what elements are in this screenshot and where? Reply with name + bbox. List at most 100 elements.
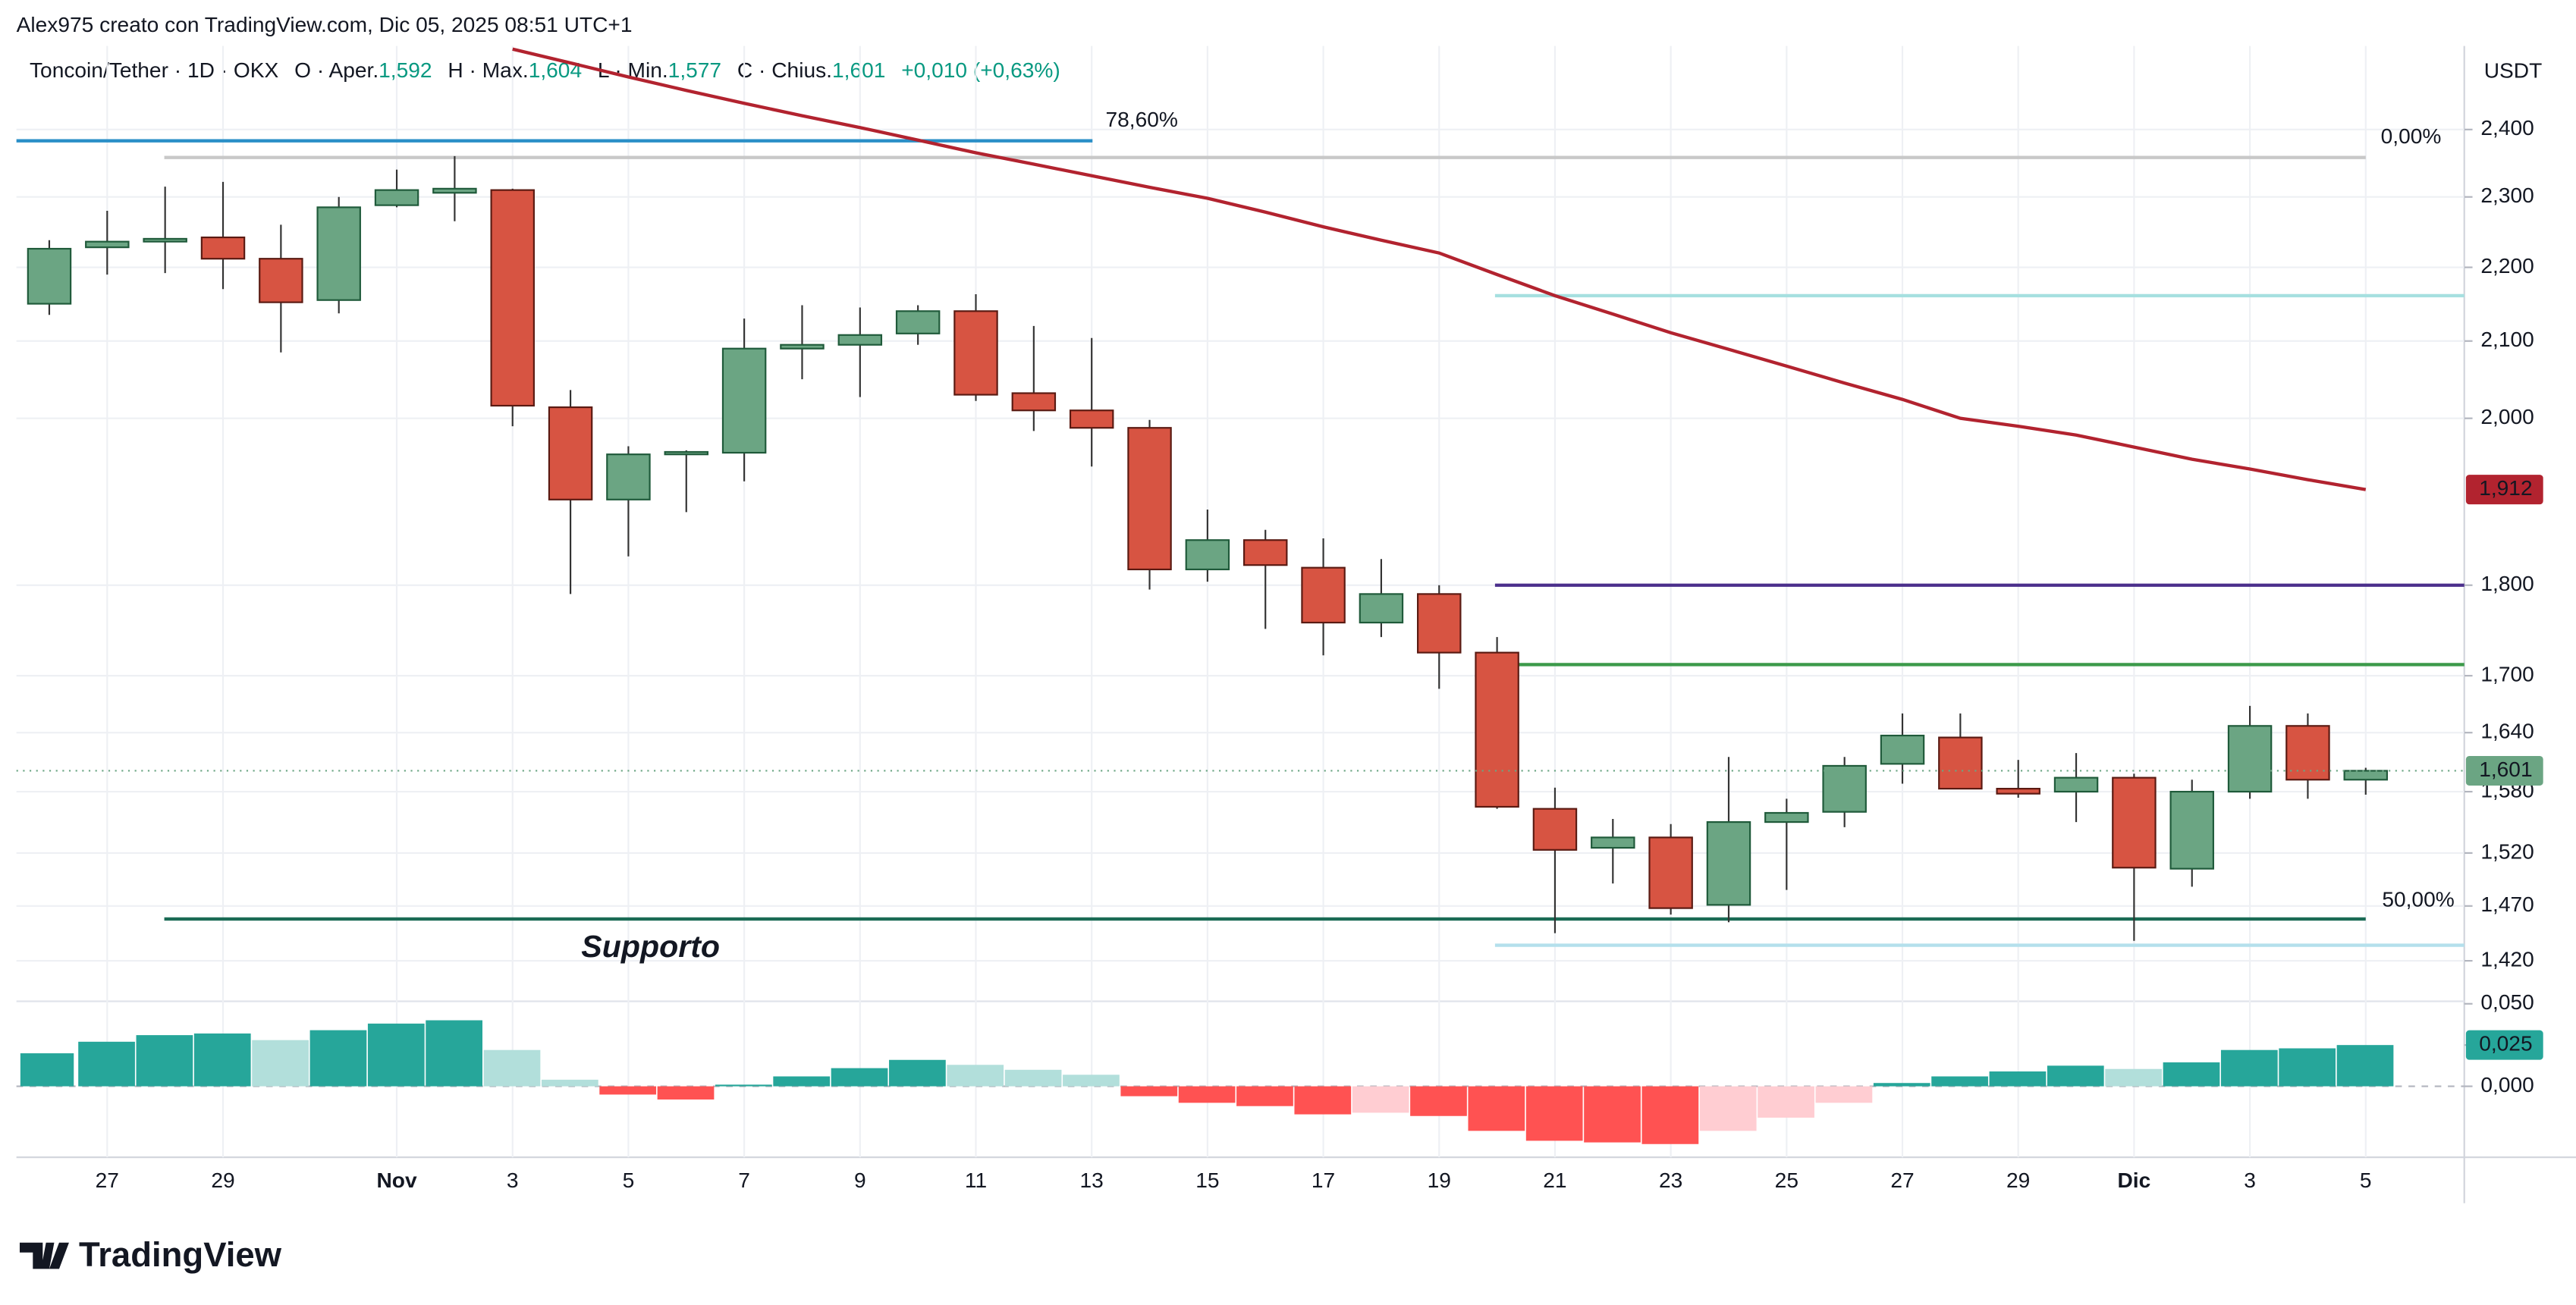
candle-body xyxy=(490,189,535,407)
close-value: 1,601 xyxy=(832,59,885,83)
ma-last-label: 1,912 xyxy=(2479,476,2532,500)
osc-bar xyxy=(1294,1086,1352,1115)
x-tick-label: 27 xyxy=(96,1169,119,1192)
y-tick-label: 2,100 xyxy=(2480,328,2534,351)
y-tick-label: 1,420 xyxy=(2480,948,2534,971)
candle-body xyxy=(1764,811,1809,823)
candle-body xyxy=(2285,725,2330,781)
osc-bar xyxy=(2163,1062,2220,1087)
y-tick-label: 1,700 xyxy=(2480,663,2534,686)
candle-body xyxy=(837,334,883,346)
candle-body xyxy=(1591,836,1635,849)
x-tick-label: Nov xyxy=(376,1169,417,1192)
y-tick-label: 1,520 xyxy=(2480,839,2534,863)
x-tick-label: 27 xyxy=(1890,1169,1914,1192)
y-tick-label: 1,470 xyxy=(2480,892,2534,916)
y-tick-label: 0,000 xyxy=(2480,1073,2534,1096)
candle-body xyxy=(85,240,130,249)
osc-bar xyxy=(483,1049,541,1087)
osc-bar xyxy=(426,1020,482,1087)
osc-bar xyxy=(2047,1065,2104,1087)
candle-body xyxy=(664,450,709,456)
osc-bar xyxy=(193,1033,251,1087)
low-value: 1,577 xyxy=(668,59,721,83)
candle-body xyxy=(200,236,246,260)
candle-body xyxy=(1880,734,1925,765)
osc-bar xyxy=(541,1079,598,1087)
osc-bar xyxy=(309,1030,367,1087)
osc-bar xyxy=(1063,1074,1120,1087)
x-tick-label: 5 xyxy=(2360,1169,2372,1192)
candle-body xyxy=(2343,770,2389,781)
osc-bar xyxy=(2105,1068,2162,1087)
candle-body xyxy=(27,247,72,305)
candle-body xyxy=(259,258,303,303)
candle-body xyxy=(2227,725,2273,793)
x-tick-label: 3 xyxy=(2244,1169,2256,1192)
candle-body xyxy=(1706,821,1751,906)
close-label: C · Chius. xyxy=(737,59,832,83)
candle-body xyxy=(1822,764,1867,813)
osc-bar xyxy=(715,1084,772,1087)
y-tick-label: 0,050 xyxy=(2480,990,2534,1014)
candle-body xyxy=(1475,651,1519,808)
candle-body xyxy=(1242,539,1288,566)
osc-bar xyxy=(1004,1069,1062,1087)
candle-body xyxy=(1996,787,2040,795)
candle-body xyxy=(316,206,361,301)
osc-bar xyxy=(1352,1086,1409,1113)
x-tick-label: 5 xyxy=(623,1169,635,1192)
x-tick-label: 21 xyxy=(1543,1169,1566,1192)
osc-bar xyxy=(1120,1086,1178,1096)
osc-bar xyxy=(889,1059,946,1087)
osc-bar xyxy=(599,1086,657,1095)
y-tick-label: 2,200 xyxy=(2480,254,2534,278)
x-tick-label: 11 xyxy=(965,1169,987,1192)
ma-line xyxy=(512,47,2367,491)
level-label: 0,00% xyxy=(2381,124,2442,148)
candle-body xyxy=(2053,776,2099,793)
osc-bar xyxy=(1873,1083,1930,1087)
x-tick-label: 25 xyxy=(1775,1169,1798,1192)
candle-body xyxy=(548,406,593,500)
osc-bar xyxy=(1468,1086,1525,1131)
osc-bar xyxy=(1584,1086,1641,1143)
candle-body xyxy=(1938,736,1983,790)
x-tick-label: 3 xyxy=(507,1169,519,1192)
osc-bar xyxy=(947,1065,1004,1087)
osc-bar xyxy=(367,1023,425,1087)
osc-bar xyxy=(1641,1086,1699,1144)
candle-body xyxy=(1417,593,1462,654)
high-label: H · Max. xyxy=(448,59,528,83)
osc-last-box xyxy=(2465,1030,2543,1060)
symbol: Toncoin/Tether · 1D · OKX xyxy=(30,59,279,83)
osc-bar xyxy=(1989,1071,2047,1087)
y-tick-label: 2,000 xyxy=(2480,405,2534,428)
candle-body xyxy=(2112,776,2157,869)
x-tick-label: 17 xyxy=(1312,1169,1335,1192)
osc-bar xyxy=(831,1068,888,1087)
unit: USDT xyxy=(2484,59,2543,83)
x-tick-label: 13 xyxy=(1080,1169,1104,1192)
credit: Alex975 creato con TradingView.com, Dic … xyxy=(17,13,633,36)
osc-bar xyxy=(2220,1049,2278,1087)
candle-body xyxy=(432,187,477,194)
osc-bar xyxy=(252,1040,309,1087)
y-tick-label: 1,640 xyxy=(2480,720,2534,743)
x-tick-label: 19 xyxy=(1428,1169,1451,1192)
x-tick-label: 7 xyxy=(738,1169,750,1192)
osc-bar xyxy=(1931,1076,1988,1087)
y-tick-label: 2,400 xyxy=(2480,116,2534,140)
y-tick-label: 2,300 xyxy=(2480,184,2534,207)
open-value: 1,592 xyxy=(379,59,432,83)
x-tick-label: 9 xyxy=(854,1169,866,1192)
osc-bar xyxy=(1410,1086,1467,1116)
last-price-box xyxy=(2465,755,2543,786)
x-tick-label: 29 xyxy=(2006,1169,2030,1192)
open-label: O · Aper. xyxy=(294,59,379,83)
candle-body xyxy=(143,237,187,243)
level-label: 78,60% xyxy=(1106,108,1178,131)
candle-body xyxy=(953,310,998,396)
logo-text: TradingView xyxy=(79,1235,282,1274)
annotation: Supporto xyxy=(581,929,720,964)
